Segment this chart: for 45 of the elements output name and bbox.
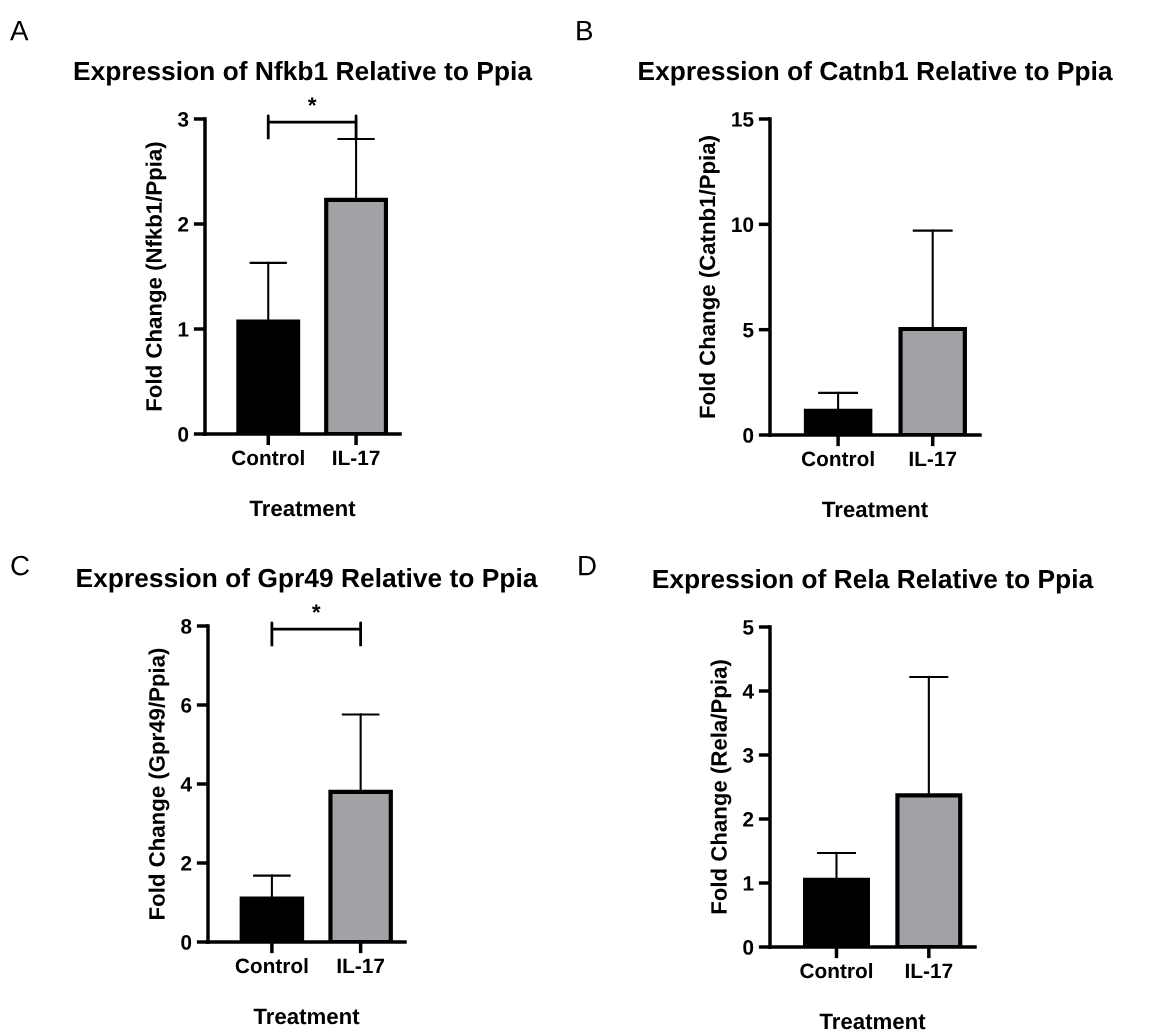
x-axis-title: Treatment <box>249 500 356 517</box>
x-axis-title: Treatment <box>819 1013 926 1030</box>
x-tick-label: Control <box>800 962 873 979</box>
chart-title: Expression of Nfkb1 Relative to Ppia <box>74 60 533 86</box>
x-tick-label: Control <box>801 450 874 467</box>
x-tick-label: Control <box>235 957 308 974</box>
text: D <box>579 556 596 576</box>
y-tick-label: 2 <box>743 812 754 827</box>
text: B <box>577 21 593 41</box>
y-tick-label: 15 <box>732 112 754 127</box>
y-tick-label: 4 <box>180 777 192 792</box>
y-tick-label: 10 <box>732 217 754 233</box>
x-axis-title: Treatment <box>822 501 928 518</box>
x-tick-label: IL-17 <box>333 450 380 466</box>
y-tick-label: 0 <box>178 427 189 442</box>
y-tick-label: 0 <box>743 428 754 443</box>
text: * <box>307 97 317 106</box>
y-tick-label: 5 <box>743 322 754 338</box>
y-tick-label: 8 <box>181 619 192 634</box>
chart-title: Expression of Catnb1 Relative to Ppia <box>639 60 1113 86</box>
text: C <box>11 555 29 576</box>
y-axis-title: Fold Change (Rela/Ppia) <box>710 660 732 914</box>
y-tick-label: 3 <box>742 748 754 763</box>
y-axis-title: Fold Change (Gpr49/Ppia) <box>148 648 170 919</box>
chart-title: Expression of Gpr49 Relative to Ppia <box>77 567 538 593</box>
text: A <box>10 21 29 41</box>
y-tick-label: 2 <box>178 217 189 232</box>
x-tick-label: IL-17 <box>337 958 385 974</box>
x-axis-title: Treatment <box>253 1008 360 1025</box>
chart-title: Expression of Rela Relative to Ppia <box>653 568 1094 594</box>
x-tick-label: Control <box>232 449 304 466</box>
y-axis-title: Fold Change (Catnb1/Ppia) <box>698 136 720 418</box>
x-tick-label: IL-17 <box>905 963 953 979</box>
y-tick-label: 2 <box>181 856 192 871</box>
y-tick-label: 3 <box>177 112 189 127</box>
y-tick-label: 1 <box>743 876 754 891</box>
text: * <box>312 604 321 613</box>
y-tick-label: 1 <box>178 322 189 337</box>
y-axis-title: Fold Change (Nfkb1/Ppia) <box>145 142 167 411</box>
y-tick-label: 4 <box>742 684 754 699</box>
y-tick-label: 0 <box>743 940 754 955</box>
y-tick-label: 6 <box>181 698 192 713</box>
y-tick-label: 0 <box>181 935 192 950</box>
x-tick-label: IL-17 <box>909 451 957 467</box>
y-tick-label: 5 <box>743 620 754 635</box>
